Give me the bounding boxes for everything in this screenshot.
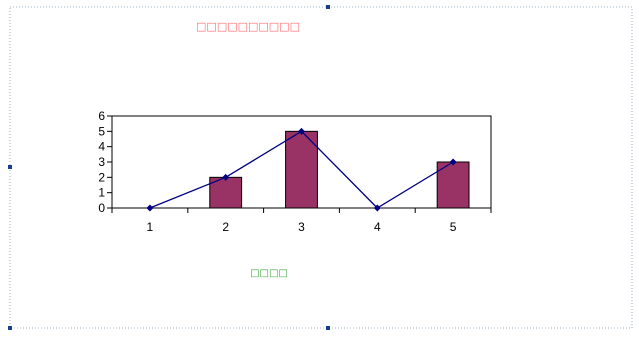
frame-handle-left[interactable]	[8, 165, 12, 169]
y-tick-label: 2	[98, 170, 105, 184]
frame-handle-bottom[interactable]	[326, 326, 330, 330]
x-tick-label: 2	[222, 220, 229, 234]
bar-3[interactable]	[285, 130, 318, 209]
chart-legend: □□□□	[250, 268, 288, 279]
bar-5[interactable]	[436, 161, 470, 209]
line-marker-1[interactable]	[146, 204, 154, 212]
y-tick-label: 4	[98, 140, 105, 154]
x-tick-label: 4	[374, 220, 381, 234]
x-tick-label: 5	[450, 220, 457, 234]
frame-handle-top[interactable]	[326, 5, 330, 9]
y-tick-label: 1	[98, 186, 105, 200]
y-tick-label: 6	[98, 109, 105, 123]
chart-title: □□□□□□□□□□	[196, 20, 300, 33]
bar-2[interactable]	[209, 176, 243, 209]
line-marker-5[interactable]	[449, 158, 457, 166]
x-tick-label: 3	[298, 220, 305, 234]
y-tick-label: 3	[98, 155, 105, 169]
line-marker-2[interactable]	[222, 173, 230, 181]
line-marker-3[interactable]	[298, 127, 305, 135]
frame-handle-bottom-left[interactable]	[8, 326, 12, 330]
line-marker-4[interactable]	[373, 204, 381, 212]
x-tick-label: 1	[147, 220, 154, 234]
y-tick-label: 0	[98, 201, 105, 215]
y-tick-label: 5	[98, 124, 105, 138]
